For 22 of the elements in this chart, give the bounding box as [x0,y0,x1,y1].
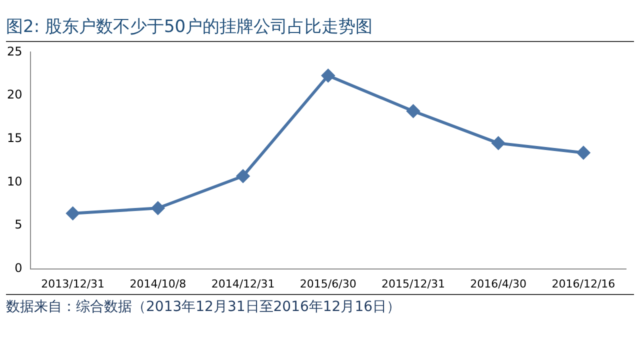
point [576,146,590,160]
x-tick-label: 2014/12/31 [211,277,275,290]
y-tick-label: 25 [6,44,22,58]
x-tick-label: 2015/12/31 [382,277,445,290]
y-tick-label: 5 [14,218,22,232]
chart-title: 图2: 股东户数不少于50户的挂牌公司占比走势图 [6,0,634,42]
x-tick-label: 2013/12/31 [41,277,105,290]
point [151,202,164,215]
point [492,136,505,150]
y-tick-label: 20 [6,88,22,102]
y-tick-label: 10 [6,174,22,188]
x-tick-label: 2015/6/30 [300,277,356,290]
x-tick-label: 2016/12/16 [552,277,616,290]
x-tick-label: 2014/10/8 [130,277,186,290]
text: 数据来自：综合数据（2013年12月31日至2016年12月16日） [6,298,402,316]
y-tick-label: 15 [6,130,22,145]
point [236,170,250,183]
y-tick-label: 0 [14,260,22,275]
point [406,104,420,118]
point [66,206,80,220]
point [322,69,335,82]
x-tick-label: 2016/4/30 [470,277,527,290]
